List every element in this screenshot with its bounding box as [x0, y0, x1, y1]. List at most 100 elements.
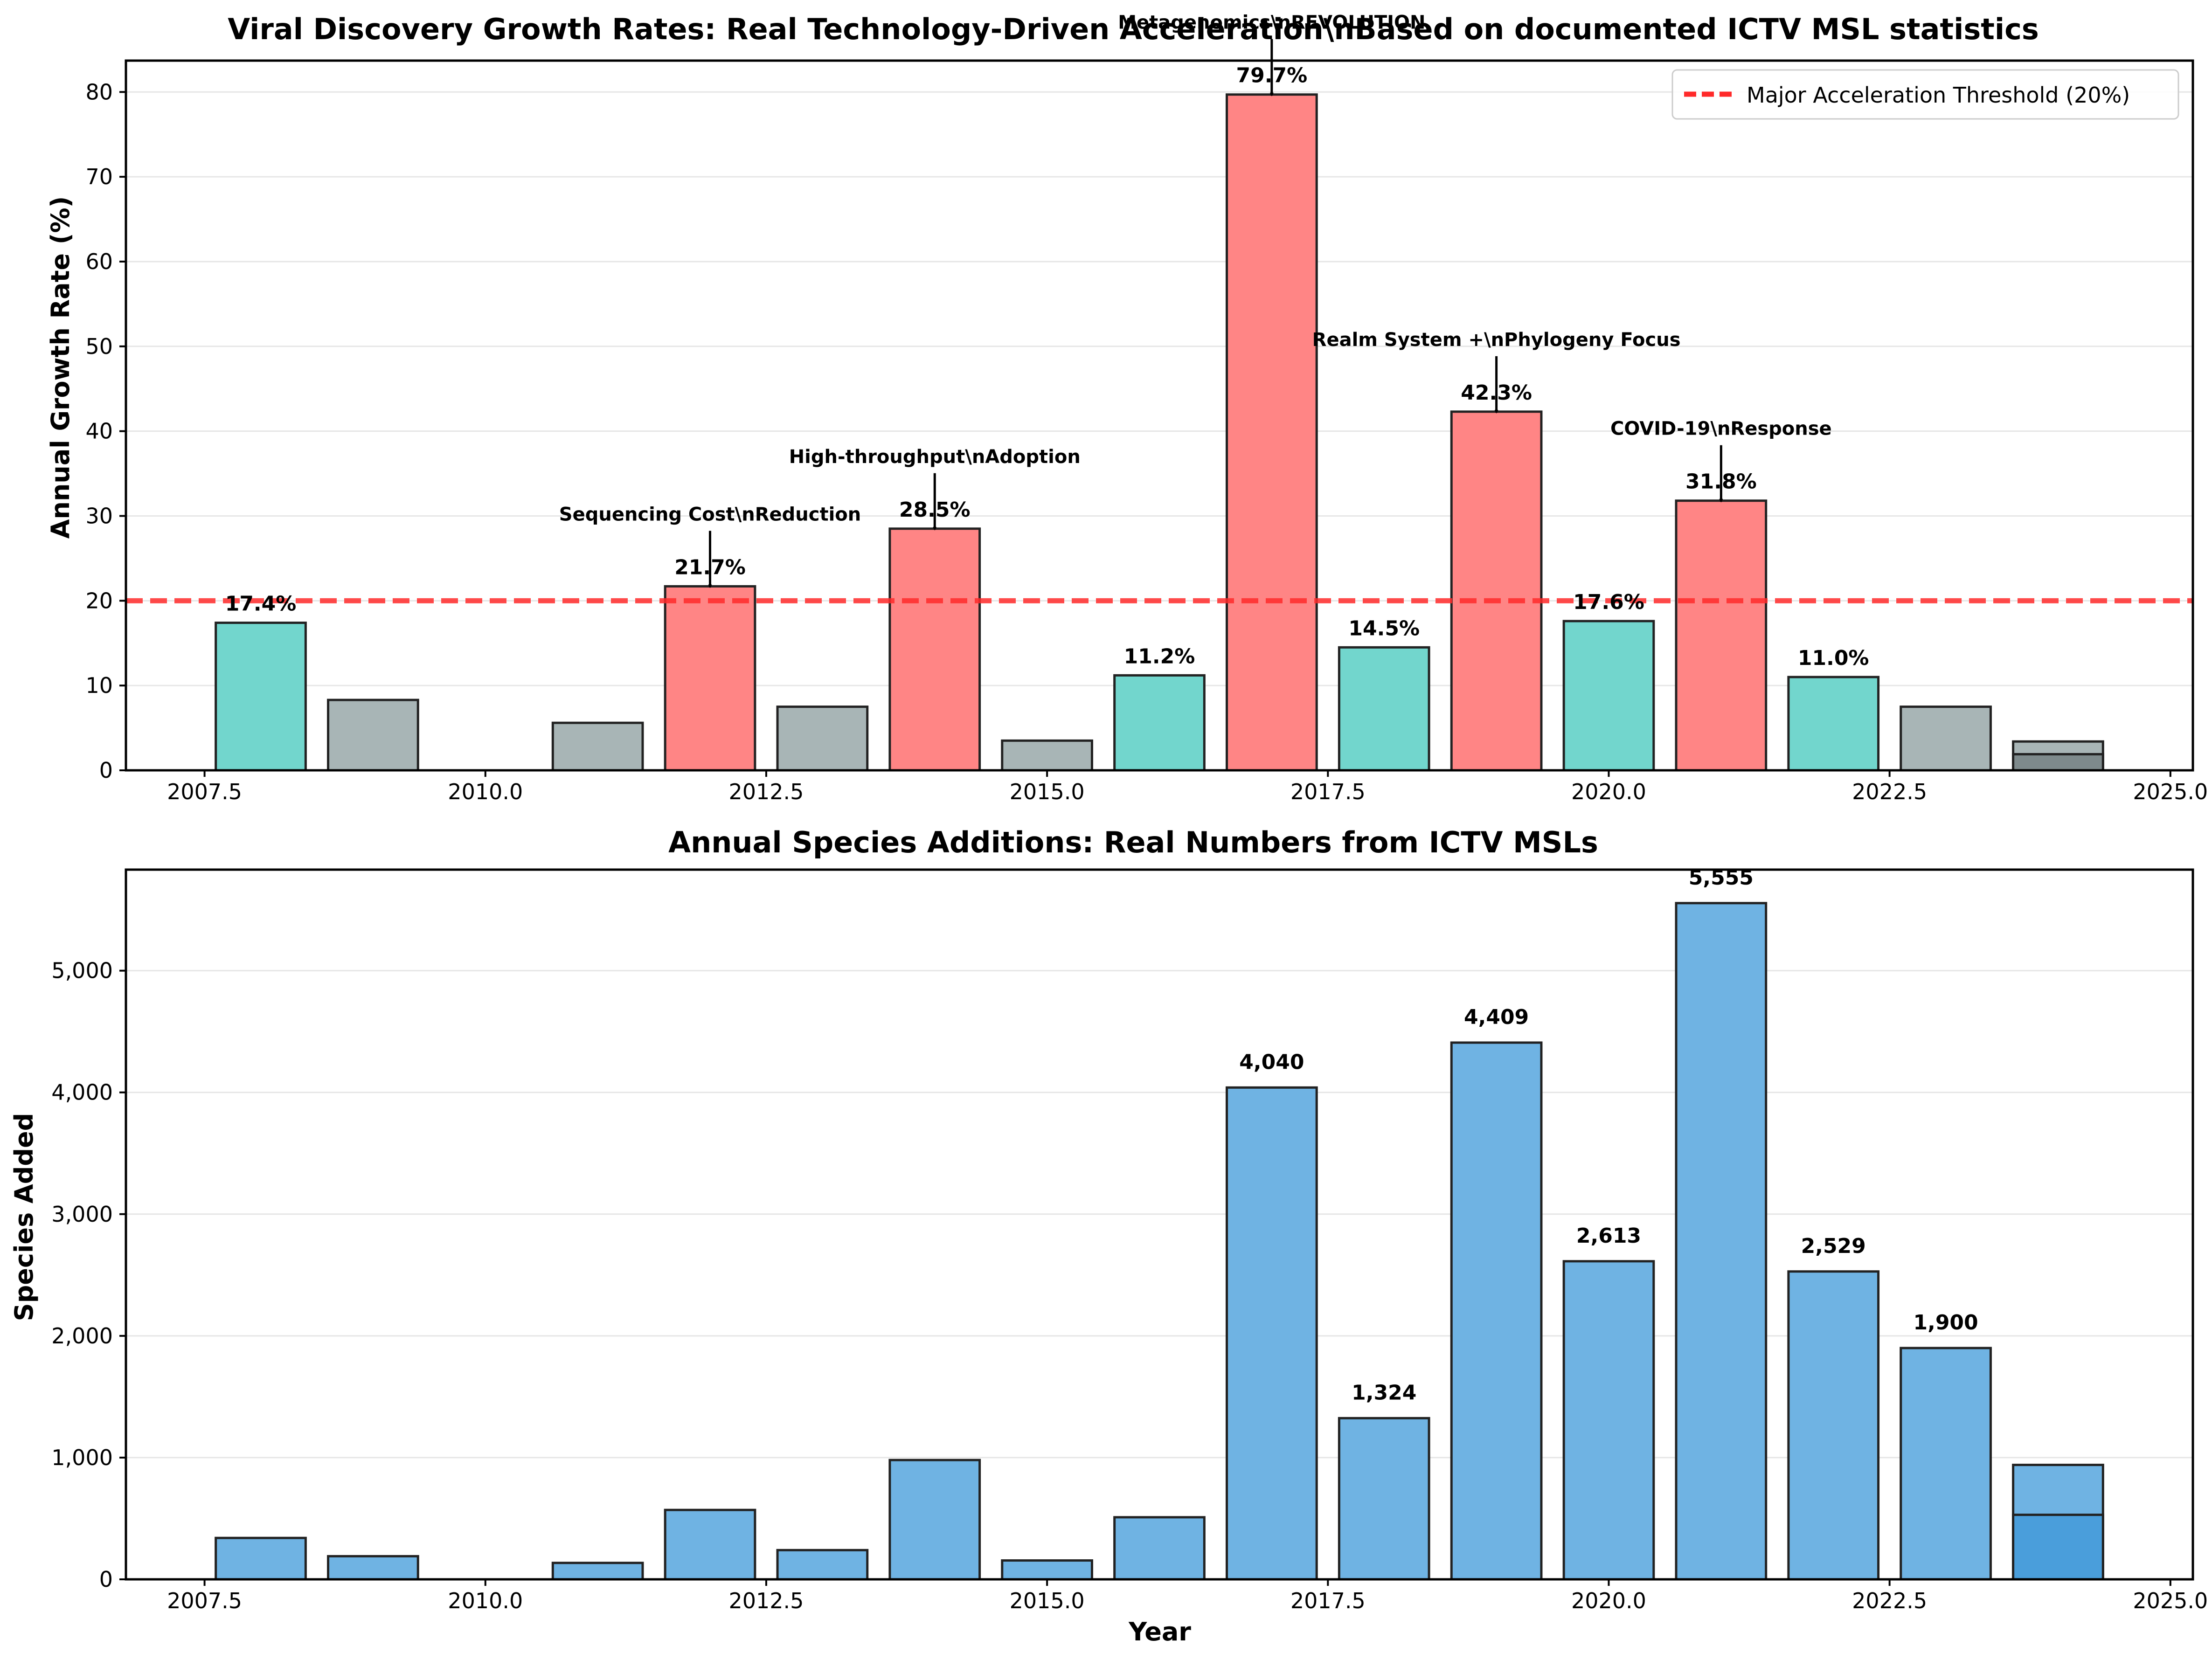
- x-tick-label: 2010.0: [448, 1588, 523, 1613]
- x-tick-label: 2012.5: [728, 1588, 804, 1613]
- x-tick-label: 2025.0: [2133, 779, 2208, 804]
- species-added-chart: Annual Species Additions: Real Numbers f…: [9, 825, 2208, 1646]
- x-tick-label: 2007.5: [167, 1588, 242, 1613]
- y-axis-label: Species Added: [9, 1113, 39, 1321]
- bar-value-label: 17.6%: [1573, 590, 1644, 614]
- bar-value-label: 1,900: [1913, 1311, 1978, 1335]
- x-tick-label: 2015.0: [1010, 1588, 1085, 1613]
- y-axis-label: Annual Growth Rate (%): [46, 196, 75, 539]
- y-tick-label: 0: [99, 758, 113, 783]
- bar-value-label: 11.2%: [1124, 644, 1195, 668]
- bar-2024-overlay: [2012, 753, 2104, 772]
- bar-2023: [1900, 1347, 1992, 1581]
- bar-2022: [1787, 1270, 1880, 1581]
- bars: [215, 93, 2104, 772]
- annotation-text: COVID-19\nResponse: [1610, 418, 1832, 440]
- bar-2013: [776, 1549, 869, 1581]
- bar-2018: [1338, 1417, 1430, 1581]
- bar-2013: [776, 706, 869, 772]
- bar-2019: [1450, 410, 1543, 772]
- plot-frame: [125, 868, 2194, 1581]
- bar-2015: [1001, 739, 1093, 772]
- annotations: Sequencing Cost\nReduction High-throughpu…: [559, 12, 1832, 588]
- bar-2008: [215, 1536, 307, 1581]
- y-axis-ticks: 0 10 20 30 40 50 60 70 80: [85, 79, 126, 783]
- bar-2011: [551, 721, 644, 772]
- bar-2014: [888, 1459, 981, 1581]
- chart-title: Viral Discovery Growth Rates: Real Techn…: [228, 12, 2039, 46]
- bar-2009: [327, 1555, 419, 1581]
- bar-2011: [551, 1562, 644, 1581]
- y-tick-label: 5,000: [51, 958, 113, 983]
- bar-2015: [1001, 1559, 1093, 1581]
- bar-2012: [664, 1508, 756, 1581]
- x-tick-label: 2020.0: [1571, 1588, 1646, 1613]
- y-tick-label: 4,000: [51, 1080, 113, 1105]
- chart-title: Annual Species Additions: Real Numbers f…: [668, 825, 1598, 859]
- y-tick-label: 10: [85, 673, 113, 698]
- x-tick-label: 2012.5: [728, 779, 804, 804]
- annotation-text: High-throughput\nAdoption: [789, 446, 1081, 468]
- bar-value-label: 1,324: [1352, 1381, 1416, 1404]
- bar-2016: [1113, 1516, 1206, 1581]
- x-tick-label: 2015.0: [1010, 779, 1085, 804]
- bar-2018: [1338, 646, 1430, 772]
- bar-2009: [327, 699, 419, 772]
- x-tick-label: 2017.5: [1290, 1588, 1366, 1613]
- y-tick-label: 20: [85, 588, 113, 613]
- bar-value-label: 4,409: [1464, 1005, 1529, 1029]
- bar-2023: [1900, 706, 1992, 772]
- x-tick-label: 2020.0: [1571, 779, 1646, 804]
- bar-2014: [888, 527, 981, 772]
- legend-threshold-label: Major Acceleration Threshold (20%): [1747, 83, 2130, 108]
- bar-value-label: 4,040: [1239, 1050, 1304, 1074]
- bar-2020: [1562, 620, 1655, 772]
- y-tick-label: 40: [85, 419, 113, 444]
- annotation-text: Metagenomics\nREVOLUTION: [1118, 12, 1425, 34]
- y-axis-ticks: 0 1,000 2,000 3,000 4,000 5,000: [51, 958, 126, 1592]
- bar-2021: [1675, 902, 1768, 1581]
- annotation-text: Sequencing Cost\nReduction: [559, 504, 861, 525]
- plot-frame: [125, 59, 2194, 772]
- bar-2021: [1675, 499, 1768, 772]
- bar-value-label: 2,613: [1576, 1224, 1641, 1248]
- bar-value-label: 11.0%: [1798, 646, 1869, 670]
- y-tick-label: 1,000: [51, 1445, 113, 1470]
- legend: Major Acceleration Threshold (20%): [1671, 69, 2179, 120]
- y-tick-label: 60: [85, 249, 113, 274]
- bar-2008: [215, 622, 307, 772]
- x-tick-label: 2025.0: [2133, 1588, 2208, 1613]
- y-tick-label: 2,000: [51, 1323, 113, 1349]
- bar-2024-overlay: [2012, 1514, 2104, 1581]
- bar-2017: [1226, 93, 1318, 772]
- x-tick-label: 2022.5: [1852, 1588, 1927, 1613]
- x-axis-ticks: 2007.5 2010.0 2012.5 2015.0 2017.5 2020.0 2022…: [167, 770, 2208, 804]
- bar-2020: [1562, 1260, 1655, 1581]
- bar-value-label: 17.4%: [225, 592, 297, 616]
- y-tick-label: 0: [99, 1567, 113, 1592]
- y-tick-label: 80: [85, 79, 113, 104]
- y-tick-label: 30: [85, 503, 113, 528]
- x-tick-label: 2017.5: [1290, 779, 1366, 804]
- bar-2022: [1787, 676, 1880, 772]
- y-tick-label: 70: [85, 164, 113, 189]
- bar-2017: [1226, 1086, 1318, 1581]
- x-tick-label: 2007.5: [167, 779, 242, 804]
- bar-value-label: 14.5%: [1348, 616, 1420, 640]
- legend-box: [1671, 69, 2179, 120]
- x-tick-label: 2022.5: [1852, 779, 1927, 804]
- growth-rate-chart: Viral Discovery Growth Rates: Real Techn…: [46, 12, 2208, 804]
- x-tick-label: 2010.0: [448, 779, 523, 804]
- annotation-text: Realm System +\nPhylogeny Focus: [1312, 329, 1681, 351]
- x-axis-ticks: 2007.5 2010.0 2012.5 2015.0 2017.5 2020.0 2022…: [167, 1579, 2208, 1613]
- y-tick-label: 3,000: [51, 1202, 113, 1227]
- bar-2016: [1113, 674, 1206, 772]
- y-tick-label: 50: [85, 334, 113, 359]
- bar-2019: [1450, 1041, 1543, 1581]
- bars: [215, 902, 2104, 1581]
- x-axis-label: Year: [1128, 1617, 1191, 1646]
- bar-2012: [664, 585, 756, 772]
- bar-value-label: 2,529: [1801, 1234, 1866, 1258]
